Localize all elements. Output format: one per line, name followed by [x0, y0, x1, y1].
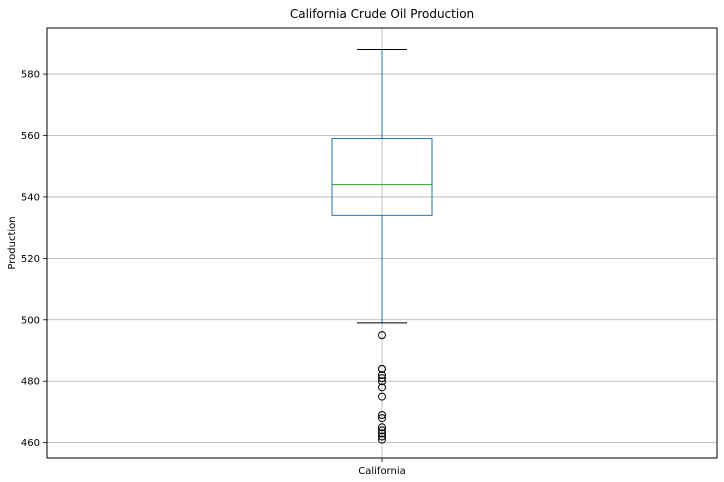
y-tick-label: 520 — [21, 254, 40, 265]
iqr-box — [331, 138, 433, 216]
outlier-point — [378, 426, 386, 435]
outlier-point — [378, 432, 386, 441]
y-axis-title: Production — [7, 216, 18, 269]
outlier-point — [378, 429, 386, 438]
y-tick-label: 460 — [21, 438, 40, 449]
outlier-point — [378, 377, 386, 386]
outlier-point — [378, 331, 386, 340]
plot-area — [46, 27, 718, 459]
outlier-point — [378, 392, 386, 401]
chart-title: California Crude Oil Production — [290, 7, 474, 21]
x-axis: California — [358, 458, 406, 477]
y-tick-label: 500 — [21, 315, 40, 326]
y-tick-label: 480 — [21, 377, 40, 388]
y-axis: 460 480 500 520 540 560 580 — [21, 70, 47, 449]
y-tick-label: 560 — [21, 131, 40, 142]
outlier-point — [378, 411, 386, 419]
x-tick-label: California — [358, 466, 406, 477]
y-tick-label: 580 — [21, 70, 40, 81]
outlier-point — [378, 374, 386, 383]
outlier-point — [378, 423, 386, 432]
outlier-point — [378, 383, 386, 392]
y-tick-label: 540 — [21, 192, 40, 203]
box-series — [331, 49, 433, 444]
outlier-point — [378, 364, 386, 373]
outlier-point — [378, 371, 386, 380]
outlier-point — [378, 414, 386, 423]
outlier-point — [378, 435, 386, 444]
